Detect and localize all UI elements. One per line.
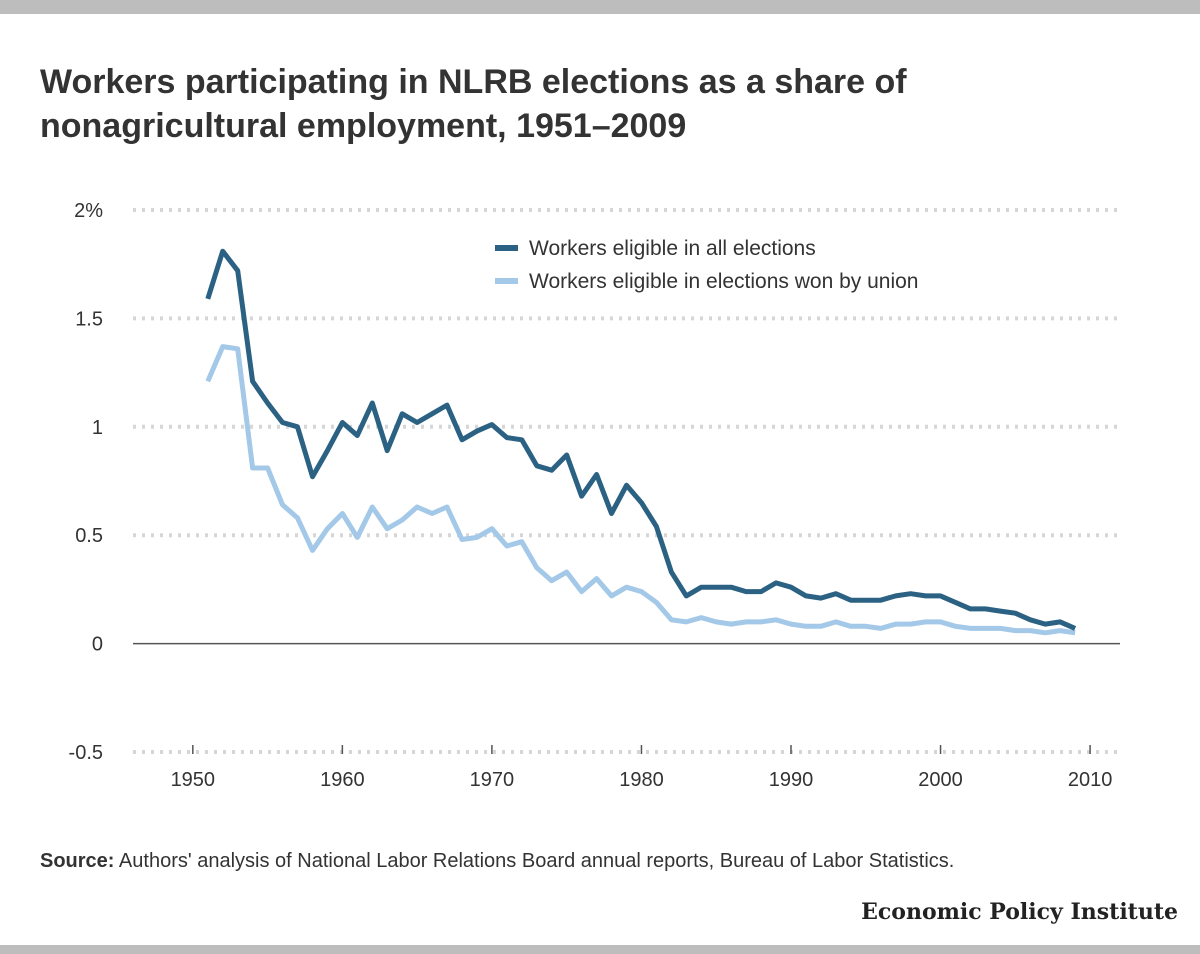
y-tick-label: -0.5 <box>69 742 103 764</box>
publisher-logo: Economic Policy Institute <box>861 899 1178 925</box>
source-note: Source: Authors' analysis of National La… <box>40 850 1180 873</box>
x-tick-label: 1970 <box>470 769 515 791</box>
y-tick-label: 2% <box>74 200 103 222</box>
x-tick-label: 1950 <box>171 769 216 791</box>
source-label: Source: <box>40 850 115 872</box>
x-tick-label: 2010 <box>1068 769 1113 791</box>
bottom-border-bar <box>0 945 1200 954</box>
x-axis: 1950 1960 1970 1980 1990 2000 2010 <box>171 745 1113 791</box>
top-border-bar <box>0 0 1200 14</box>
series-line-1 <box>205 248 1077 631</box>
legend-label: Workers eligible in all elections <box>529 237 816 260</box>
series-lines <box>205 248 1077 636</box>
legend: Workers eligible in all elections Workers… <box>495 237 918 293</box>
chart-title: Workers participating in NLRB elections … <box>40 63 907 145</box>
x-tick-label: 1960 <box>320 769 365 791</box>
y-tick-label: 1.5 <box>75 308 103 330</box>
series-line-2 <box>205 344 1076 636</box>
y-tick-label: 0 <box>92 634 103 656</box>
y-tick-label: 1 <box>92 417 103 439</box>
x-tick-label: 1990 <box>769 769 814 791</box>
legend-label: Workers eligible in elections won by uni… <box>529 270 918 293</box>
y-axis-tick-labels: 2% 1.5 1 0.5 0 -0.5 <box>69 200 104 764</box>
source-text: Authors' analysis of National Labor Rela… <box>118 850 955 872</box>
x-tick-label: 1980 <box>619 769 664 791</box>
x-tick-label: 2000 <box>918 769 963 791</box>
y-tick-label: 0.5 <box>75 525 103 547</box>
